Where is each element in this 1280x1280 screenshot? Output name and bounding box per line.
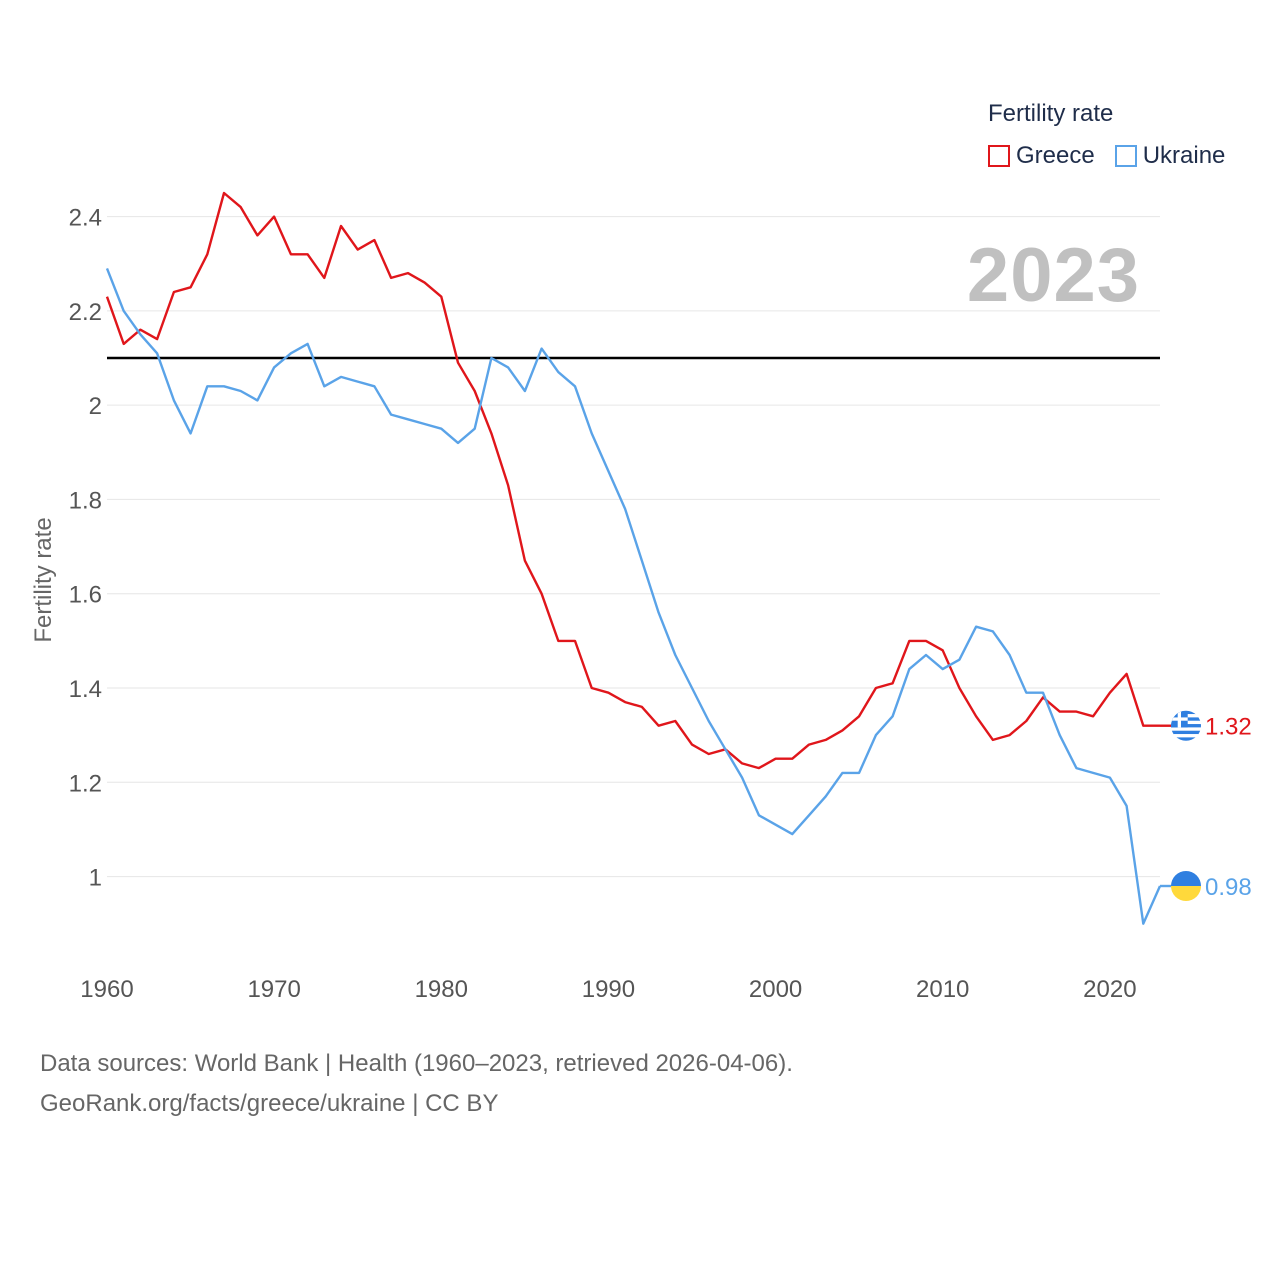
legend-swatch-greece: [988, 145, 1010, 167]
y-tick-label: 2.2: [69, 299, 102, 326]
current-year-label: 2023: [966, 233, 1140, 318]
series-line-ukraine: [105, 267, 1162, 925]
ukraine-flag-icon: [1171, 871, 1201, 901]
y-tick-label: 1.6: [69, 582, 102, 609]
x-tick-label: 2010: [916, 976, 969, 1003]
source-line-1: Data sources: World Bank | Health (1960–…: [40, 1050, 793, 1077]
legend-label-ukraine: Ukraine: [1142, 142, 1226, 169]
y-tick-label: 2: [89, 393, 102, 420]
y-tick-label: 2.4: [69, 205, 102, 232]
y-axis-title: Fertility rate: [30, 517, 57, 643]
x-tick-label: 2000: [749, 976, 802, 1003]
source-note: Data sources: World Bank | Health (1960–…: [40, 1044, 793, 1124]
legend: Greece Ukraine: [988, 142, 1245, 170]
legend-item-greece[interactable]: Greece: [988, 142, 1095, 170]
y-tick-label: 1.2: [69, 770, 102, 797]
legend-label-greece: Greece: [1016, 142, 1095, 169]
x-tick-label: 1980: [415, 976, 468, 1003]
y-tick-label: 1: [89, 865, 102, 892]
end-value-label-greece: 1.32: [1205, 714, 1252, 741]
x-tick-label: 2020: [1083, 976, 1136, 1003]
x-tick-label: 1990: [582, 976, 635, 1003]
series-line-greece: [105, 191, 1160, 770]
y-tick-label: 1.8: [69, 487, 102, 514]
legend-swatch-ukraine: [1114, 145, 1137, 167]
legend-title: Fertility rate: [988, 100, 1114, 127]
greece-flag-icon: [1171, 710, 1201, 741]
y-tick-label: 1.4: [69, 676, 102, 703]
legend-item-ukraine[interactable]: Ukraine: [1114, 142, 1226, 170]
x-tick-label: 1970: [247, 976, 300, 1003]
source-line-2[interactable]: GeoRank.org/facts/greece/ukraine | CC BY: [40, 1090, 499, 1117]
x-tick-label: 1960: [80, 976, 133, 1003]
end-value-label-ukraine: 0.98: [1205, 874, 1252, 901]
